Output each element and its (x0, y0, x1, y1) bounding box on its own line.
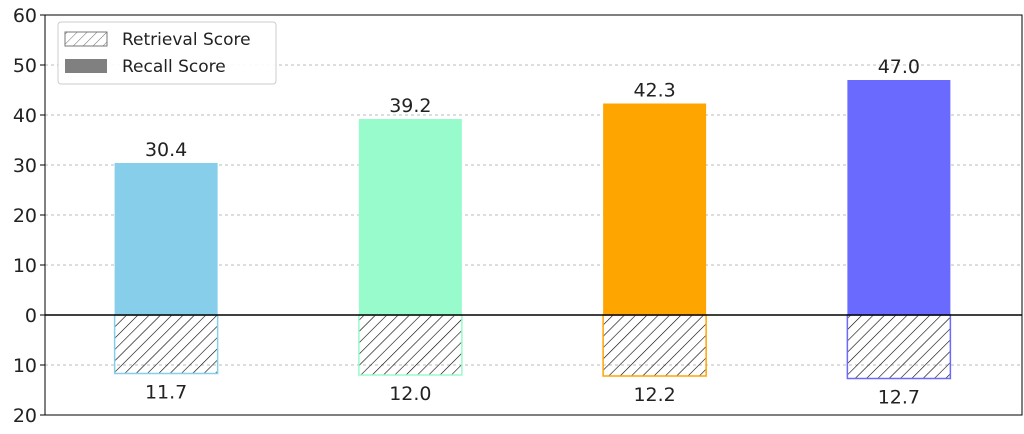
retrieval-bar-group-3 (847, 315, 950, 379)
recall-bar-0 (115, 163, 218, 315)
retrieval-bar-group-2 (603, 315, 706, 376)
recall-label-2: 42.3 (633, 80, 675, 102)
retrieval-bar-3 (847, 315, 950, 379)
recall-label-0: 30.4 (145, 139, 187, 161)
recall-bar-1 (359, 119, 462, 315)
bars (115, 80, 951, 379)
recall-bar-3 (847, 80, 950, 315)
retrieval-label-3: 12.7 (878, 387, 920, 409)
y-tick-label-8: 60 (13, 5, 37, 27)
y-tick-label-1: 10 (13, 355, 37, 377)
legend: Retrieval Score Recall Score (58, 22, 276, 84)
legend-swatch-1 (65, 59, 107, 73)
data-labels: 30.4 11.7 39.2 12.0 42.3 12.2 47.0 12.7 (145, 56, 920, 409)
y-tick-label-5: 30 (13, 155, 37, 177)
retrieval-label-1: 12.0 (389, 383, 431, 405)
legend-label-1: Recall Score (122, 57, 226, 77)
recall-label-1: 39.2 (389, 95, 431, 117)
y-tick-label-0: 20 (13, 405, 37, 427)
y-tick-label-6: 40 (13, 105, 37, 127)
retrieval-bar-1 (359, 315, 462, 375)
retrieval-bar-2 (603, 315, 706, 376)
recall-label-3: 47.0 (878, 56, 920, 78)
retrieval-bar-0 (115, 315, 218, 374)
legend-swatch-0 (65, 32, 107, 46)
retrieval-label-2: 12.2 (633, 384, 675, 406)
legend-label-0: Retrieval Score (122, 30, 251, 50)
retrieval-bar-group-0 (115, 315, 218, 374)
y-tick-label-7: 50 (13, 55, 37, 77)
recall-bar-2 (603, 104, 706, 316)
y-tick-label-3: 10 (13, 255, 37, 277)
y-tick-label-2: 0 (25, 305, 37, 327)
y-tick-label-4: 20 (13, 205, 37, 227)
retrieval-label-0: 11.7 (145, 382, 187, 404)
retrieval-bar-group-1 (359, 315, 462, 375)
